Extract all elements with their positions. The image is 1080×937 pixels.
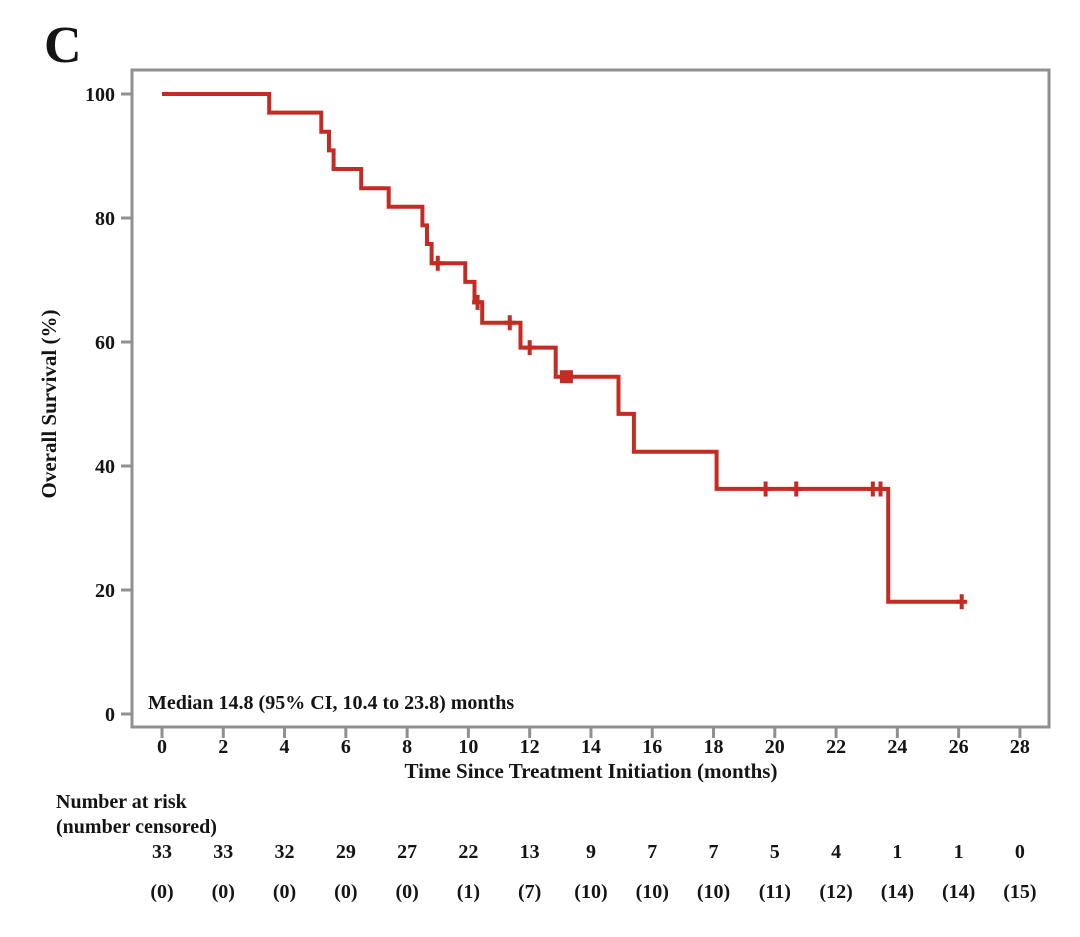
- risk-censored-value: (10): [697, 881, 730, 903]
- censor-mark: [956, 594, 968, 610]
- x-tick-label: 22: [826, 736, 846, 758]
- risk-censored-value: (0): [395, 881, 418, 903]
- y-tick-label: 0: [105, 704, 115, 726]
- y-tick-label: 80: [95, 208, 115, 230]
- censor-mark-square: [559, 370, 573, 384]
- x-tick-label: 8: [402, 736, 412, 758]
- risk-censored-value: (10): [636, 881, 669, 903]
- median-annotation: Median 14.8 (95% CI, 10.4 to 23.8) month…: [148, 692, 514, 714]
- risk-at-risk-value: 4: [831, 841, 841, 863]
- censor-mark: [875, 481, 887, 497]
- risk-censored-value: (14): [881, 881, 914, 903]
- x-tick-label: 28: [1010, 736, 1030, 758]
- risk-censored-value: (12): [819, 881, 852, 903]
- y-tick-label: 20: [95, 580, 115, 602]
- x-tick-label: 6: [341, 736, 351, 758]
- risk-at-risk-value: 13: [520, 841, 540, 863]
- censor-mark: [790, 481, 802, 497]
- risk-censored-value: (0): [212, 881, 235, 903]
- risk-censored-value: (15): [1003, 881, 1036, 903]
- x-tick-label: 26: [949, 736, 969, 758]
- x-tick-label: 4: [280, 736, 290, 758]
- risk-censored-value: (0): [273, 881, 296, 903]
- risk-at-risk-value: 33: [152, 841, 172, 863]
- risk-censored-value: (7): [518, 881, 541, 903]
- risk-at-risk-value: 29: [336, 841, 356, 863]
- y-tick-label: 60: [95, 332, 115, 354]
- risk-censored-value: (1): [457, 881, 480, 903]
- risk-at-risk-value: 1: [954, 841, 964, 863]
- risk-at-risk-value: 9: [586, 841, 596, 863]
- risk-table-layer: 33 (0) 33 (0) 32 (0) 29 (0) 27 (0) 22 (1) 13 (7) 9 (10)…: [150, 841, 1036, 903]
- panel-label: C: [44, 17, 82, 74]
- risk-at-risk-value: 27: [397, 841, 417, 863]
- risk-at-risk-value: 33: [213, 841, 233, 863]
- x-tick-label: 20: [765, 736, 785, 758]
- survival-curve: [162, 92, 964, 604]
- y-tick-label: 100: [85, 84, 115, 106]
- censor-mark: [432, 255, 444, 271]
- x-tick-label: 16: [642, 736, 662, 758]
- risk-censored-value: (11): [759, 881, 791, 903]
- risk-at-risk-value: 22: [458, 841, 478, 863]
- survival-curve-layer: [162, 92, 968, 610]
- risk-at-risk-value: 0: [1015, 841, 1025, 863]
- x-tick-label: 0: [157, 736, 167, 758]
- x-tick-label: 12: [520, 736, 540, 758]
- risk-censored-value: (14): [942, 881, 975, 903]
- x-tick-label: 10: [458, 736, 478, 758]
- x-tick-label: 2: [218, 736, 228, 758]
- censor-mark: [760, 481, 772, 497]
- risk-censored-value: (10): [574, 881, 607, 903]
- risk-censored-value: (0): [150, 881, 173, 903]
- censor-mark: [504, 315, 516, 331]
- censor-mark: [524, 340, 536, 356]
- y-axis-title: Overall Survival (%): [37, 310, 61, 499]
- risk-censored-value: (0): [334, 881, 357, 903]
- x-tick-label: 14: [581, 736, 601, 758]
- risk-table-header-line1: Number at risk: [56, 791, 188, 813]
- risk-at-risk-value: 32: [275, 841, 295, 863]
- risk-table-header-line2: (number censored): [56, 816, 217, 838]
- x-tick-label: 24: [887, 736, 907, 758]
- y-tick-label: 40: [95, 456, 115, 478]
- risk-at-risk-value: 5: [770, 841, 780, 863]
- plot-frame: [130, 68, 1051, 729]
- x-axis-title: Time Since Treatment Initiation (months): [405, 759, 778, 783]
- risk-at-risk-value: 1: [892, 841, 902, 863]
- risk-at-risk-value: 7: [647, 841, 657, 863]
- risk-at-risk-value: 7: [709, 841, 719, 863]
- censor-mark: [472, 294, 484, 310]
- x-tick-label: 18: [704, 736, 724, 758]
